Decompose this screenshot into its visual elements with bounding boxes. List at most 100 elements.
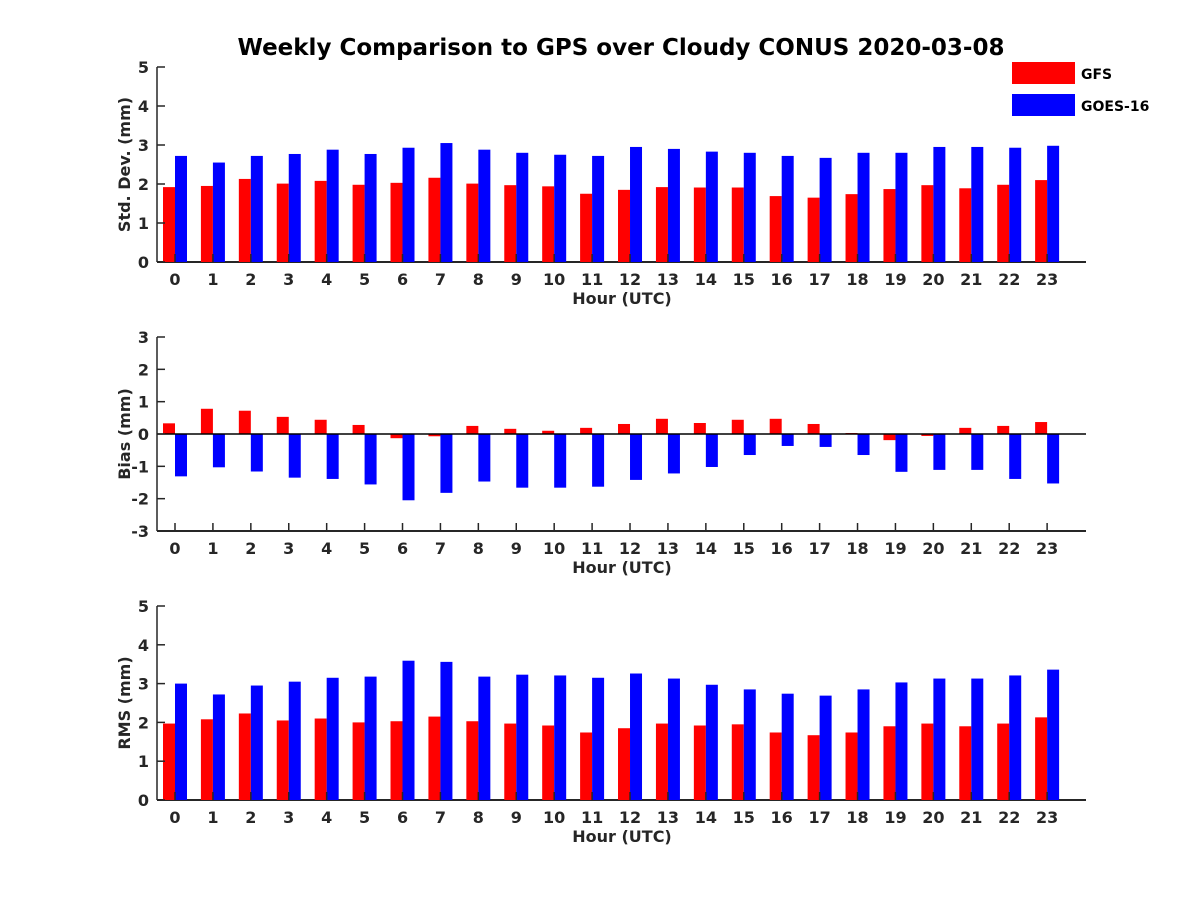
bar-gfs-17 (807, 423, 820, 434)
x-tick-label: 13 (657, 808, 679, 827)
x-tick-label: 4 (321, 808, 332, 827)
x-axis-label: Hour (UTC) (572, 289, 672, 308)
bar-gfs-20 (921, 185, 934, 262)
bar-gfs-4 (314, 718, 327, 800)
bar-goes16-13 (667, 678, 680, 800)
bar-gfs-9 (504, 428, 517, 434)
x-tick-label: 4 (321, 539, 332, 558)
x-tick-label: 19 (884, 808, 906, 827)
y-tick-label: 3 (138, 328, 149, 347)
x-tick-label: 12 (619, 808, 641, 827)
x-tick-label: 9 (511, 539, 522, 558)
x-tick-label: 19 (884, 539, 906, 558)
bar-gfs-1 (200, 185, 213, 262)
bar-goes16-9 (516, 674, 529, 800)
bar-goes16-0 (175, 434, 187, 477)
bar-goes16-8 (478, 676, 491, 800)
x-tick-label: 5 (359, 539, 370, 558)
bar-goes16-6 (402, 147, 415, 262)
x-tick-label: 14 (695, 539, 717, 558)
x-tick-label: 11 (581, 270, 603, 289)
x-tick-label: 8 (473, 539, 484, 558)
bar-gfs-9 (504, 185, 517, 262)
bar-gfs-2 (238, 410, 251, 434)
bar-goes16-20 (933, 434, 946, 470)
x-tick-label: 0 (169, 539, 180, 558)
bar-goes16-1 (212, 434, 225, 468)
y-tick-label: 1 (138, 752, 149, 771)
bar-gfs-5 (352, 722, 365, 800)
bar-gfs-4 (314, 419, 327, 434)
bar-gfs-22 (997, 184, 1010, 262)
bar-gfs-12 (618, 189, 631, 262)
bar-goes16-20 (933, 678, 946, 800)
bar-goes16-4 (326, 434, 339, 479)
x-tick-label: 15 (733, 539, 755, 558)
bar-goes16-7 (440, 143, 453, 262)
bar-goes16-23 (1047, 434, 1060, 484)
bar-gfs-15 (731, 419, 744, 434)
x-tick-label: 23 (1036, 808, 1058, 827)
bar-goes16-8 (478, 434, 491, 482)
x-tick-label: 21 (960, 808, 982, 827)
bar-goes16-19 (895, 682, 908, 800)
x-tick-label: 18 (846, 808, 868, 827)
x-tick-label: 10 (543, 539, 565, 558)
x-tick-label: 18 (846, 270, 868, 289)
bar-gfs-1 (200, 719, 213, 800)
x-tick-label: 1 (207, 270, 218, 289)
y-axis-label: Std. Dev. (mm) (115, 97, 134, 232)
bar-goes16-12 (630, 673, 643, 800)
legend-label-goes16: GOES-16 (1081, 99, 1149, 115)
bar-gfs-3 (276, 720, 289, 800)
bar-gfs-7 (428, 177, 441, 262)
y-tick-label: 2 (138, 713, 149, 732)
bar-gfs-20 (921, 723, 934, 800)
bar-goes16-14 (705, 151, 718, 262)
bar-goes16-6 (402, 660, 415, 800)
x-tick-label: 21 (960, 539, 982, 558)
bar-gfs-23 (1035, 422, 1048, 434)
bar-gfs-19 (883, 189, 896, 262)
bar-goes16-7 (440, 434, 453, 493)
x-tick-label: 20 (922, 539, 944, 558)
x-tick-label: 22 (998, 539, 1020, 558)
bar-gfs-7 (428, 716, 441, 800)
x-tick-label: 11 (581, 808, 603, 827)
bar-goes16-21 (971, 146, 984, 262)
bar-gfs-13 (655, 187, 668, 262)
y-tick-label: -3 (131, 522, 149, 541)
y-tick-label: 0 (138, 425, 149, 444)
bar-goes16-3 (288, 153, 301, 262)
bar-gfs-10 (542, 186, 555, 262)
bar-gfs-10 (542, 725, 555, 800)
bar-goes16-18 (857, 689, 870, 800)
x-tick-label: 17 (808, 808, 830, 827)
bar-goes16-12 (630, 146, 643, 262)
x-tick-label: 5 (359, 808, 370, 827)
bar-goes16-13 (667, 148, 680, 262)
y-tick-label: 3 (138, 136, 149, 155)
bar-gfs-15 (731, 187, 744, 262)
x-tick-label: 15 (733, 808, 755, 827)
x-tick-label: 0 (169, 270, 180, 289)
x-tick-label: 22 (998, 808, 1020, 827)
bar-goes16-3 (288, 681, 301, 800)
bar-gfs-22 (997, 425, 1010, 434)
bar-goes16-14 (705, 684, 718, 800)
bar-gfs-23 (1035, 180, 1048, 262)
bar-gfs-6 (390, 182, 403, 262)
bar-gfs-2 (238, 713, 251, 800)
bar-gfs-0 (163, 423, 175, 434)
bar-gfs-16 (769, 418, 782, 434)
bar-gfs-14 (693, 187, 706, 262)
legend-swatch-gfs (1012, 62, 1075, 84)
bar-goes16-18 (857, 434, 870, 456)
bar-goes16-17 (819, 695, 832, 800)
legend-label-gfs: GFS (1081, 67, 1112, 83)
bar-goes16-17 (819, 157, 832, 262)
x-tick-label: 21 (960, 270, 982, 289)
bar-goes16-21 (971, 678, 984, 800)
